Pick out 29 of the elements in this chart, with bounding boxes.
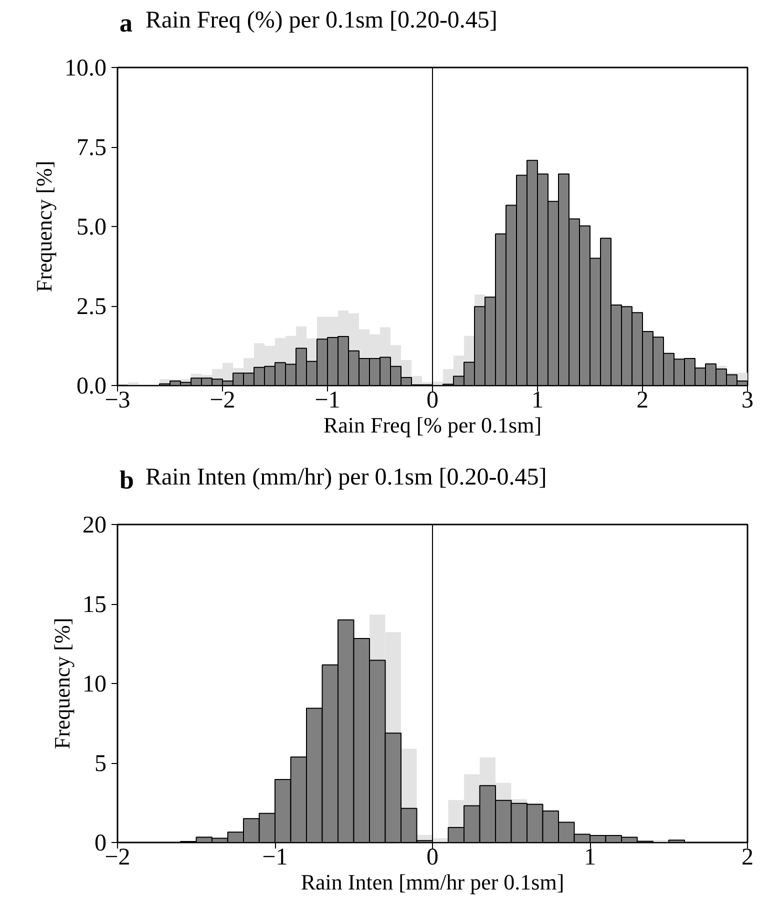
x-tick-label: 2 (742, 844, 754, 870)
x-tick-label: −1 (314, 388, 340, 414)
y-axis-title: Frequency [%] (50, 618, 74, 750)
chart-title: Rain Freq (%) per 0.1sm [0.20-0.45] (146, 8, 498, 34)
x-tick-label: 3 (742, 388, 754, 414)
x-tick-label: 0 (426, 844, 438, 870)
chart-title: Rain Inten (mm/hr) per 0.1sm [0.20-0.45] (146, 464, 547, 490)
y-axis-title: Frequency [%] (32, 160, 56, 292)
x-tick-label: −2 (210, 388, 236, 414)
y-tick-label: 0.0 (76, 374, 106, 400)
y-tick-label: 20 (82, 512, 106, 538)
x-tick-label: 0 (426, 388, 438, 414)
x-tick-label: 1 (532, 388, 544, 414)
x-tick-label: 2 (636, 388, 648, 414)
x-tick-label: −1 (262, 844, 288, 870)
y-tick-label: 2.5 (76, 294, 106, 320)
x-tick-label: 1 (584, 844, 596, 870)
y-tick-label: 10 (82, 672, 106, 698)
y-tick-label: 15 (82, 592, 106, 618)
y-tick-label: 7.5 (76, 135, 106, 161)
text: a (120, 8, 132, 38)
y-tick-label: 5 (94, 751, 106, 777)
text: b (120, 466, 134, 494)
x-tick-label: −2 (104, 844, 130, 870)
x-axis-title: Rain Inten [mm/hr per 0.1sm] (300, 870, 564, 894)
y-tick-label: 10.0 (64, 56, 106, 82)
x-tick-label: −3 (104, 388, 130, 414)
y-tick-label: 5.0 (76, 214, 106, 240)
x-axis-title: Rain Freq [% per 0.1sm] (323, 412, 542, 438)
